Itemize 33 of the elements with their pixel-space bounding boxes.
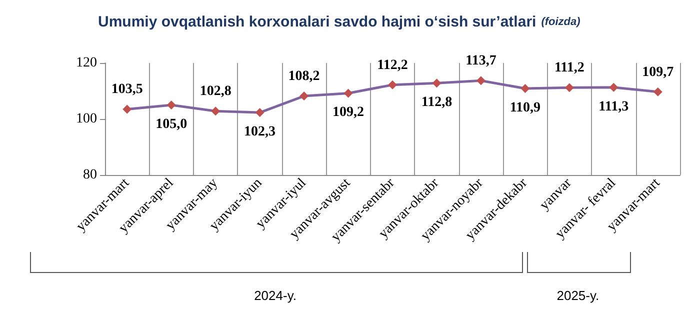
point: [166, 100, 176, 110]
data-label: 110,9: [510, 100, 541, 116]
point: [432, 78, 442, 88]
chart-title: Umumiy ovqatlanish korxonalari savdo hajmi o‘sish sur’atlari: [98, 14, 536, 30]
point: [255, 108, 264, 118]
data-label: 113,7: [466, 54, 496, 69]
point: [609, 82, 618, 92]
point: [388, 80, 397, 90]
chart-subtitle: (foizda): [541, 16, 581, 28]
text: 2025-y.: [556, 288, 600, 303]
data-label: 108,2: [288, 69, 320, 84]
text: 2024-y.: [254, 288, 296, 303]
y-tick-label: 120: [76, 56, 97, 70]
data-label: 102,8: [200, 84, 232, 100]
point: [122, 104, 132, 114]
data-label: 109,2: [332, 105, 364, 120]
data-label: 112,2: [377, 58, 408, 73]
point: [564, 83, 574, 92]
data-label: 109,7: [642, 64, 674, 80]
point: [653, 87, 662, 96]
point: [344, 88, 353, 98]
point: [476, 76, 486, 86]
data-label: 102,3: [244, 124, 276, 140]
y-tick-label: 80: [83, 168, 97, 182]
point: [211, 106, 220, 116]
point: [520, 84, 530, 93]
data-label: 112,8: [421, 95, 452, 110]
data-label: 111,2: [554, 60, 584, 76]
data-label: 105,0: [156, 117, 188, 132]
y-tick-label: 100: [76, 112, 97, 126]
point: [300, 92, 309, 101]
data-label: 103,5: [111, 82, 143, 98]
data-label: 111,3: [598, 99, 629, 114]
